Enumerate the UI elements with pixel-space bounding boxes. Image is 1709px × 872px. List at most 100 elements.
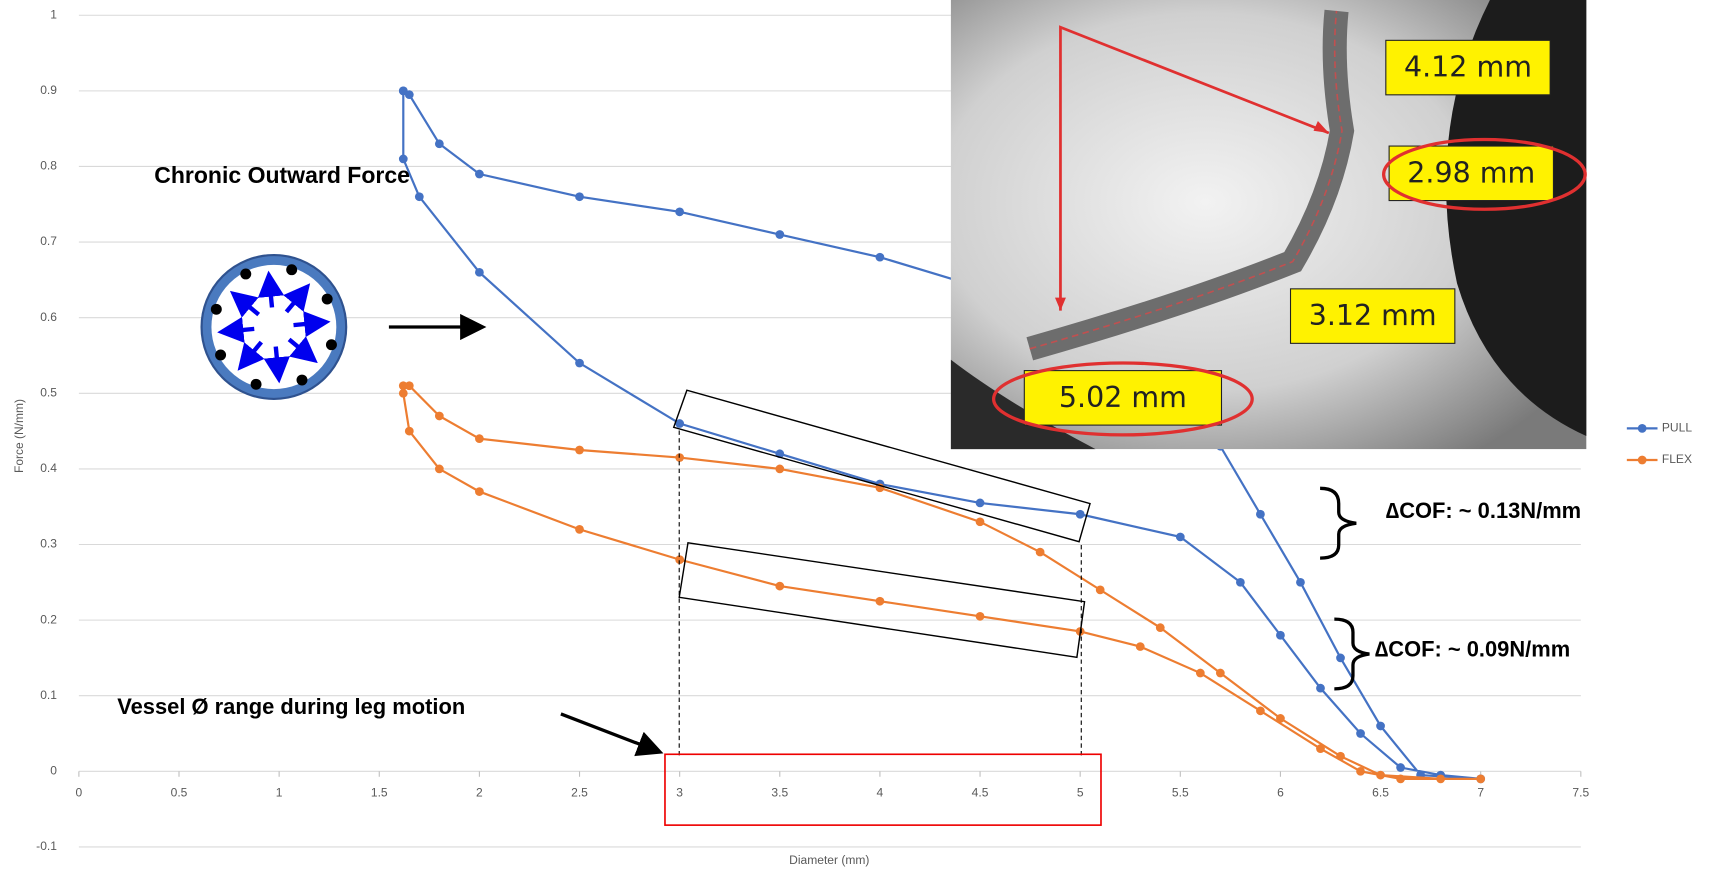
y-tick-label: 0 (50, 764, 57, 778)
y-tick-label: 0.1 (40, 688, 57, 702)
data-point (775, 582, 784, 591)
data-point (399, 87, 408, 96)
y-tick-label: -0.1 (36, 839, 57, 853)
data-point (976, 612, 985, 621)
data-point (399, 389, 408, 398)
icon-arrow (230, 329, 254, 331)
data-point (1336, 752, 1345, 761)
data-point (1076, 510, 1085, 519)
icon-dot (322, 294, 333, 305)
legend-marker (1638, 424, 1647, 433)
icon-dot (297, 375, 308, 386)
data-point (405, 427, 414, 436)
vessel-icon (202, 255, 347, 399)
y-tick-label: 1 (50, 7, 57, 21)
x-tick-label: 6 (1277, 785, 1284, 799)
annotation: ∆COF: ~ 0.13N/mm (1386, 498, 1581, 523)
x-tick-label: 3 (676, 785, 683, 799)
data-point (1476, 775, 1485, 784)
annotation: ∆COF: ~ 0.09N/mm (1375, 637, 1570, 662)
y-tick-label: 0.6 (40, 310, 57, 324)
data-point (1176, 533, 1185, 542)
inset-label: 4.12 mm (1404, 51, 1532, 84)
legend-label: FLEX (1662, 452, 1692, 466)
y-tick-label: 0.2 (40, 612, 57, 626)
y-axis-title: Force (N/mm) (12, 399, 26, 473)
icon-arrow (276, 347, 278, 371)
data-point (1396, 763, 1405, 772)
y-tick-label: 0.4 (40, 461, 57, 475)
y-tick-label: 0.3 (40, 537, 57, 551)
arrow (561, 714, 657, 751)
data-point (876, 253, 885, 262)
icon-arrow (270, 284, 272, 308)
data-point (775, 465, 784, 474)
y-tick-label: 0.7 (40, 234, 57, 248)
data-point (1096, 586, 1105, 595)
data-point (399, 155, 408, 164)
x-tick-label: 5.5 (1172, 785, 1189, 799)
data-point (475, 434, 484, 443)
data-point (575, 446, 584, 455)
data-point (1356, 729, 1365, 738)
y-tick-label: 0.9 (40, 83, 57, 97)
data-point (1296, 578, 1305, 587)
data-point (1436, 775, 1445, 784)
data-point (1336, 654, 1345, 663)
data-point (976, 499, 985, 508)
brace (1320, 488, 1356, 558)
data-point (1276, 631, 1285, 640)
data-point (475, 170, 484, 179)
data-point (399, 381, 408, 390)
data-point (1136, 642, 1145, 651)
x-tick-label: 7 (1477, 785, 1484, 799)
data-point (1236, 578, 1245, 587)
data-point (1196, 669, 1205, 678)
data-point (1216, 669, 1225, 678)
y-tick-label: 0.5 (40, 385, 57, 399)
data-point (1396, 775, 1405, 784)
data-point (1356, 767, 1365, 776)
inset-image: 4.12 mm 2.98 mm 3.12 mm 5.02 mm (951, 0, 1586, 449)
x-tick-label: 1.5 (371, 785, 388, 799)
x-tick-label: 0.5 (171, 785, 188, 799)
annotation-box: Chronic Outward Force (153, 164, 410, 240)
legend-marker (1638, 456, 1647, 465)
icon-dot (286, 264, 297, 275)
data-point (475, 487, 484, 496)
icon-dot (211, 304, 222, 315)
annotation: Vessel Ø range during leg motion (117, 694, 465, 719)
inset-label: 2.98 mm (1407, 156, 1535, 189)
data-point (1276, 714, 1285, 723)
data-point (1256, 510, 1265, 519)
data-point (575, 525, 584, 534)
x-tick-label: 4.5 (972, 785, 989, 799)
x-axis-title: Diameter (mm) (789, 853, 869, 867)
x-tick-label: 2.5 (571, 785, 588, 799)
inset-label: 5.02 mm (1059, 381, 1187, 414)
icon-arrow (294, 323, 318, 325)
data-point (1376, 771, 1385, 780)
x-tick-label: 1 (276, 785, 283, 799)
data-point (1376, 722, 1385, 731)
annotation: Chronic Outward Force (153, 164, 410, 190)
x-tick-label: 2 (476, 785, 483, 799)
icon-dot (251, 379, 262, 390)
y-tick-label: 0.8 (40, 159, 57, 173)
data-point (1316, 744, 1325, 753)
x-tick-label: 5 (1077, 785, 1084, 799)
x-tick-label: 6.5 (1372, 785, 1389, 799)
data-point (575, 192, 584, 201)
data-point (475, 268, 484, 277)
data-point (775, 230, 784, 239)
data-point (435, 139, 444, 148)
data-point (1036, 548, 1045, 557)
icon-dot (326, 339, 337, 350)
data-point (435, 465, 444, 474)
icon-dot (215, 350, 226, 361)
icon-dot (240, 269, 251, 280)
data-point (976, 517, 985, 526)
inset-label: 3.12 mm (1309, 299, 1437, 332)
data-point (1156, 623, 1165, 632)
